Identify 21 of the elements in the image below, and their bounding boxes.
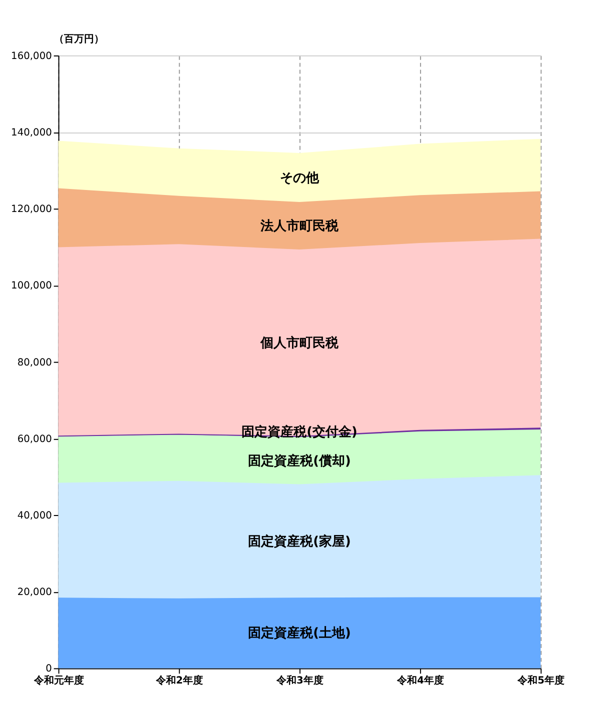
series-label: 固定資産税(償却) xyxy=(248,453,351,470)
x-tick-label: 令和4年度 xyxy=(396,674,444,687)
y-tick-label: 160,000 xyxy=(11,50,52,62)
y-tick-label: 0 xyxy=(46,664,52,675)
x-tick-label: 令和2年度 xyxy=(154,674,203,687)
y-axis-title: （百万円） xyxy=(54,34,104,46)
series-label: 固定資産税(土地) xyxy=(248,625,351,642)
y-tick-label: 40,000 xyxy=(17,510,52,522)
series-label: 固定資産税(家屋) xyxy=(248,533,351,550)
x-tick-label: 令和元年度 xyxy=(32,674,84,687)
y-tick-label: 120,000 xyxy=(11,204,52,216)
y-tick-label: 100,000 xyxy=(11,280,52,292)
x-tick-label: 令和3年度 xyxy=(276,674,324,687)
y-tick-label: 20,000 xyxy=(17,587,52,598)
series-label: 法人市町民税 xyxy=(259,218,340,234)
y-tick-label: 140,000 xyxy=(11,127,52,138)
series-label: その他 xyxy=(280,170,320,186)
y-tick-label: 80,000 xyxy=(17,357,52,368)
series-label: 個人市町民税 xyxy=(259,335,340,352)
x-tick-label: 令和5年度 xyxy=(516,674,565,687)
y-tick-label: 60,000 xyxy=(17,434,52,445)
